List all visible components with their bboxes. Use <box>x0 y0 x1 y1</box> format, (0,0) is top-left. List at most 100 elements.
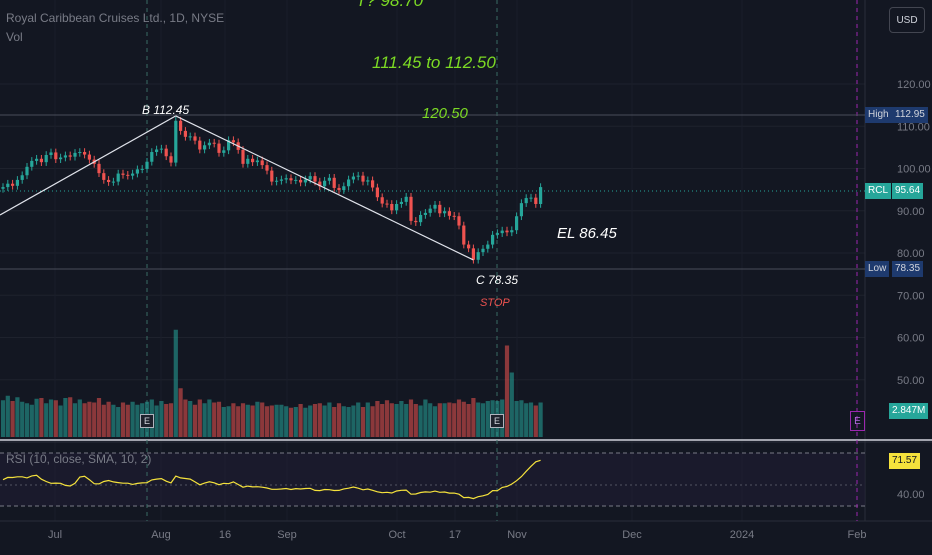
volume-bar <box>250 405 255 437</box>
volume-bar <box>216 401 222 437</box>
volume-bar <box>332 407 337 437</box>
volume-bar <box>524 403 529 437</box>
time-label: 17 <box>449 529 461 541</box>
candle <box>419 214 423 223</box>
volume-bar <box>0 400 6 437</box>
candle <box>227 140 231 151</box>
volume-bar <box>255 401 260 437</box>
volume-bar <box>240 403 246 437</box>
candle <box>337 187 341 191</box>
volume-bar <box>346 407 351 437</box>
candle <box>54 152 58 160</box>
volume-bar <box>456 399 462 437</box>
volume-bar <box>72 403 78 437</box>
volume-bar <box>264 406 270 437</box>
candle <box>260 160 264 166</box>
rsi-legend[interactable]: RSI (10, close, SMA, 10, 2) <box>6 452 152 466</box>
candle <box>303 179 307 183</box>
candle <box>515 216 519 231</box>
volume-legend[interactable]: Vol <box>6 30 23 44</box>
volume-bar <box>135 404 140 437</box>
high-tag-value: 112.95 <box>892 107 928 123</box>
candle <box>155 149 159 153</box>
volume-bar <box>226 406 231 437</box>
volume-bar <box>58 405 63 437</box>
candle <box>241 149 245 164</box>
time-label: 16 <box>219 529 231 541</box>
volume-bar <box>327 402 332 437</box>
candle <box>423 212 427 215</box>
candle <box>68 155 72 157</box>
volume-bar <box>389 403 394 437</box>
volume-bar <box>48 399 54 437</box>
volume-bar <box>269 405 274 437</box>
currency-button[interactable]: USD <box>889 7 925 33</box>
volume-bar <box>212 402 217 437</box>
candle <box>49 152 53 155</box>
candle <box>35 158 39 161</box>
volume-bar <box>92 402 97 437</box>
pattern-leg-ab <box>0 115 177 216</box>
volume-bar <box>5 395 10 437</box>
volume-bar <box>418 405 423 437</box>
pattern-leg-bc <box>175 115 474 261</box>
volume-bar <box>39 398 44 437</box>
volume-bar <box>432 406 438 437</box>
candle <box>539 187 543 204</box>
volume-bar <box>168 403 174 437</box>
volume-bar <box>461 401 466 437</box>
candle <box>332 177 336 188</box>
symbol-legend[interactable]: Royal Caribbean Cruises Ltd., 1D, NYSE <box>6 11 225 25</box>
volume-bar <box>154 405 159 437</box>
candle <box>385 203 389 205</box>
candle <box>323 180 327 187</box>
earnings-marker-future[interactable]: E <box>850 411 865 431</box>
volume-bar <box>509 372 514 437</box>
volume-bar <box>245 404 250 437</box>
volume-bar <box>480 403 486 437</box>
candle <box>25 166 29 176</box>
earnings-marker-oct[interactable]: E <box>490 414 504 428</box>
volume-bar <box>284 406 289 437</box>
candle <box>207 142 211 146</box>
candle <box>390 203 394 211</box>
volume-bar <box>384 400 390 437</box>
candle <box>399 201 403 204</box>
volume-bar <box>476 402 481 437</box>
time-label: Sep <box>277 529 297 541</box>
volume-bar <box>188 401 193 437</box>
candle <box>375 187 379 198</box>
candle <box>308 176 312 180</box>
volume-bar <box>317 403 322 437</box>
volume-bar <box>504 345 510 437</box>
volume-bar <box>101 404 106 437</box>
candle <box>510 230 514 233</box>
time-label: Nov <box>507 529 527 541</box>
volume-bar <box>24 403 30 437</box>
candle <box>246 158 250 164</box>
earnings-marker-aug[interactable]: E <box>140 414 154 428</box>
volume-bar <box>34 398 39 437</box>
candle <box>356 175 360 177</box>
volume-bar <box>183 399 188 437</box>
volume-bar <box>87 401 92 437</box>
volume-bar <box>452 403 457 437</box>
volume-bar <box>519 400 524 437</box>
volume-bar <box>437 403 442 437</box>
candle <box>159 148 163 150</box>
last-price-tag: 95.64 <box>892 183 924 199</box>
candle <box>457 216 461 226</box>
candle <box>404 196 408 202</box>
candle <box>380 197 384 204</box>
volume-bar <box>514 401 519 437</box>
time-label: Feb <box>848 529 867 541</box>
volume-bar <box>312 404 318 437</box>
point-b-label: B 112.45 <box>142 103 189 117</box>
candle <box>150 152 154 162</box>
volume-bar <box>221 407 226 437</box>
volume-bar <box>178 388 183 437</box>
rsi-value-tag: 71.57 <box>889 453 921 469</box>
candle <box>111 181 115 183</box>
